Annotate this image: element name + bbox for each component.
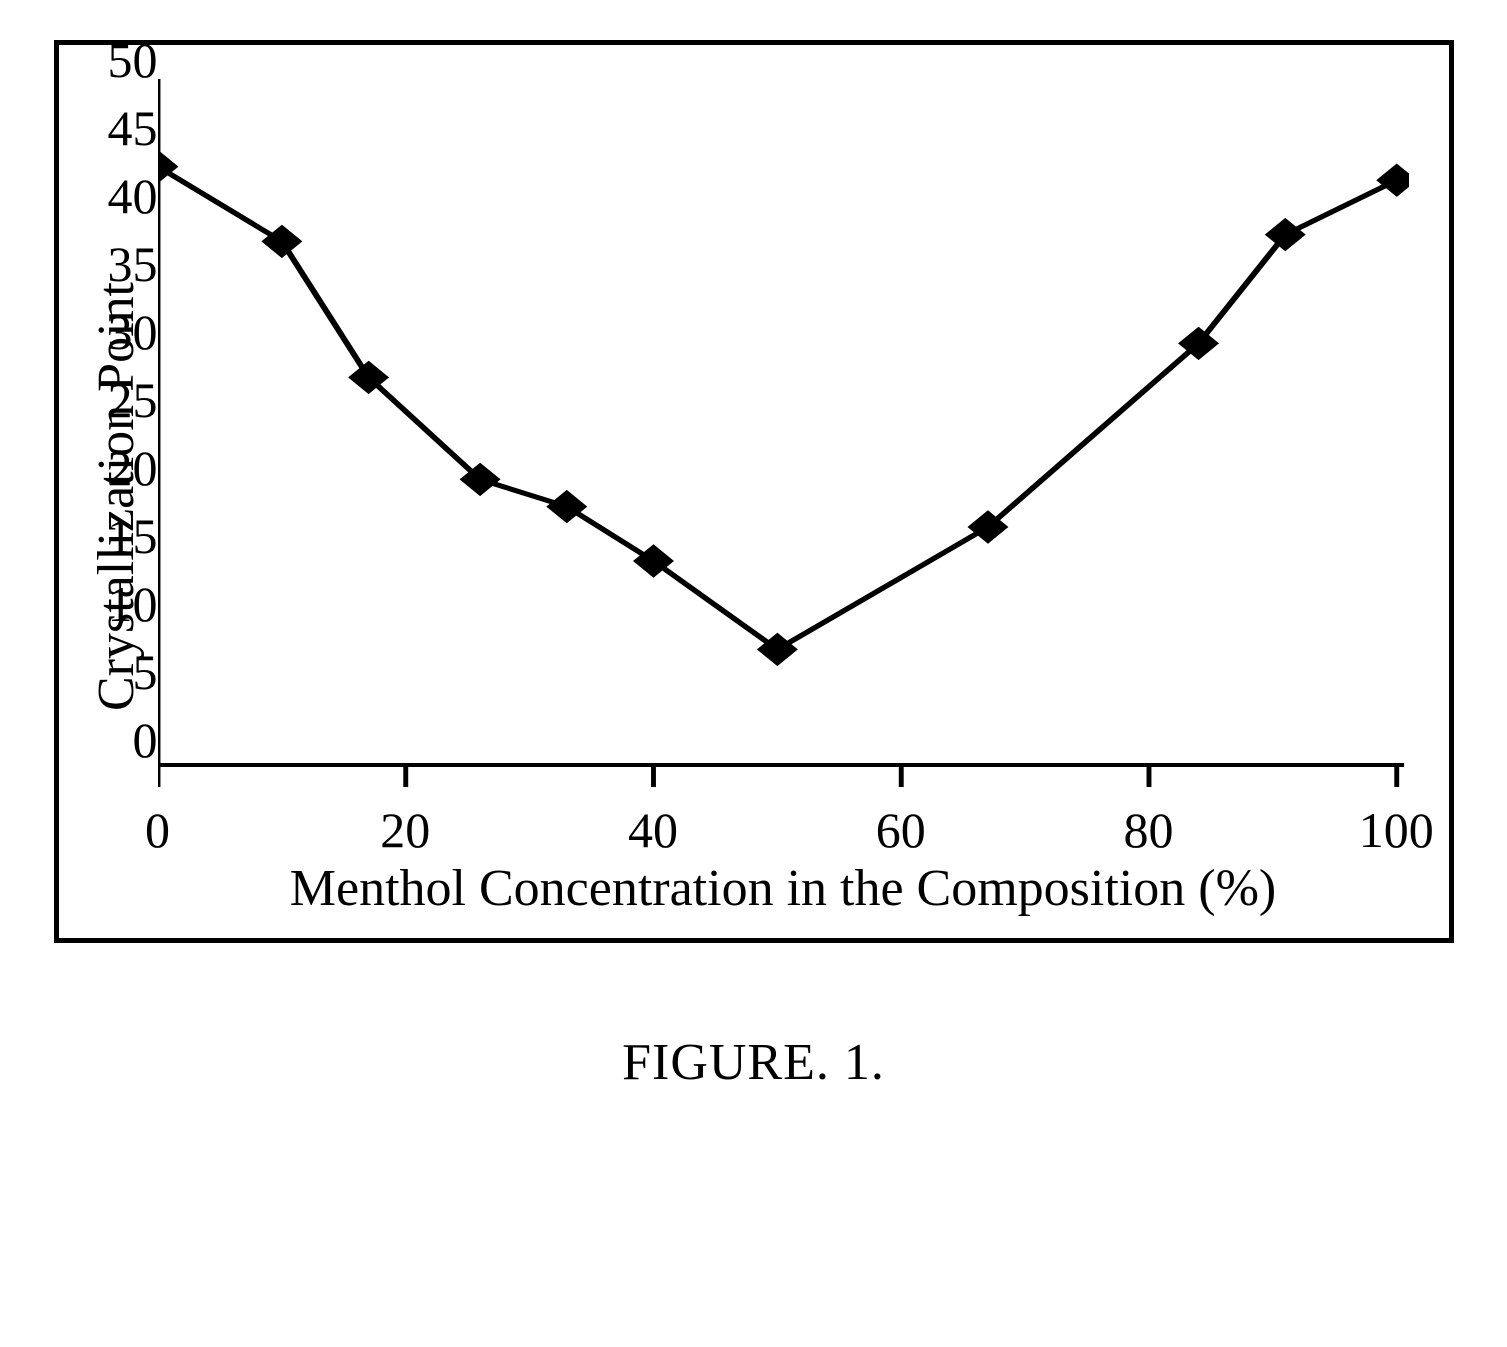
data-marker: [1265, 219, 1304, 251]
x-tick-label: 40: [628, 801, 678, 859]
x-tick-label: 60: [876, 801, 926, 859]
x-tick-label: 80: [1123, 801, 1173, 859]
data-line: [158, 167, 1397, 650]
y-tick-labels: 05101520253035404550: [146, 75, 158, 795]
plot-column: 020406080100 Menthol Concentration in th…: [158, 75, 1409, 918]
figure-caption: FIGURE. 1.: [54, 1033, 1454, 1092]
chart-frame: Crystallization Point 051015202530354045…: [54, 40, 1454, 943]
x-tick-label: 0: [145, 801, 170, 859]
x-tick-label: 20: [380, 801, 430, 859]
x-tick-label: 100: [1359, 801, 1434, 859]
data-marker: [1377, 164, 1409, 196]
figure: Crystallization Point 051015202530354045…: [54, 40, 1454, 1092]
x-tick-labels: 020406080100: [158, 795, 1409, 855]
x-axis-label: Menthol Concentration in the Composition…: [158, 855, 1409, 918]
chart-inner: Crystallization Point 051015202530354045…: [79, 75, 1409, 918]
plot-area: [158, 75, 1409, 795]
